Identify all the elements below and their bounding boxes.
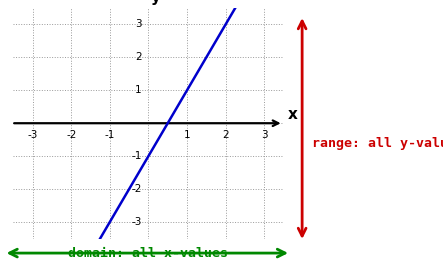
Text: 3: 3 <box>135 19 141 29</box>
Text: -3: -3 <box>27 130 38 140</box>
Text: x: x <box>288 108 297 122</box>
Text: 1: 1 <box>184 130 190 140</box>
Text: y: y <box>150 0 160 5</box>
Text: -2: -2 <box>66 130 76 140</box>
Text: -2: -2 <box>131 184 141 194</box>
Text: 2: 2 <box>135 52 141 62</box>
Text: domain: all x-values: domain: all x-values <box>68 246 229 260</box>
Text: -1: -1 <box>105 130 115 140</box>
Text: -3: -3 <box>131 217 141 227</box>
Text: -1: -1 <box>131 151 141 161</box>
Text: 3: 3 <box>261 130 268 140</box>
Text: 2: 2 <box>222 130 229 140</box>
Text: range: all y-values: range: all y-values <box>312 136 443 150</box>
Text: 1: 1 <box>135 85 141 95</box>
